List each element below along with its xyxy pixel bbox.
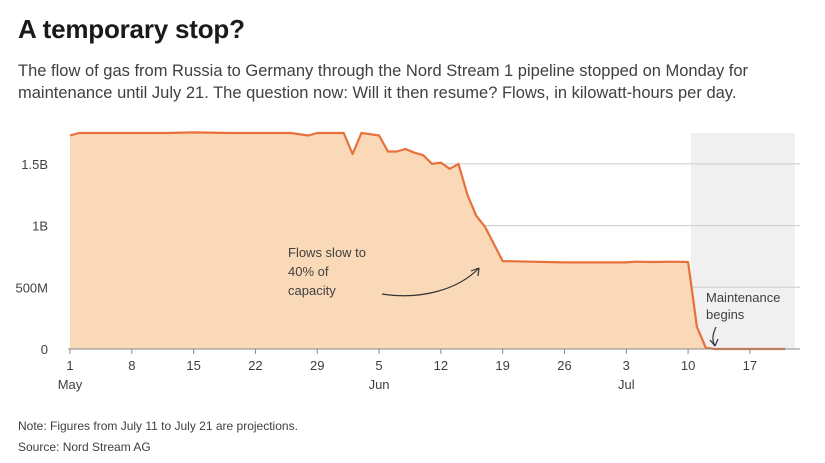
x-tick-label: 15 xyxy=(186,358,200,373)
annotation-maintenance: Maintenance xyxy=(706,290,780,305)
chart-subtitle: The flow of gas from Russia to Germany t… xyxy=(18,62,749,102)
x-tick-label: 29 xyxy=(310,358,324,373)
projection-band xyxy=(690,133,795,349)
series-line xyxy=(69,131,786,351)
annotation-arrowhead xyxy=(709,338,719,347)
annotation-flows-slow: capacity xyxy=(288,283,336,298)
x-tick-label: 3 xyxy=(623,358,630,373)
x-month-label: May xyxy=(58,377,83,392)
x-tick-label: 26 xyxy=(557,358,571,373)
annotation-maintenance: begins xyxy=(706,307,745,322)
annotation-arrow xyxy=(381,267,480,297)
y-tick-label: 1.5B xyxy=(21,157,48,172)
annotation-arrowhead xyxy=(470,267,480,277)
x-tick-label: 22 xyxy=(248,358,262,373)
x-tick-label: 5 xyxy=(375,358,382,373)
source-note: Source: Nord Stream AG xyxy=(18,440,151,454)
x-tick-label: 1 xyxy=(66,358,73,373)
y-tick-label: 1B xyxy=(32,219,48,234)
y-tick-label: 0 xyxy=(41,342,48,357)
x-tick-label: 19 xyxy=(495,358,509,373)
x-tick-label: 8 xyxy=(128,358,135,373)
projection-note: Note: Figures from July 11 to July 21 ar… xyxy=(18,419,298,433)
x-tick-label: 10 xyxy=(681,358,695,373)
y-tick-label: 500M xyxy=(15,280,48,295)
x-month-label: Jun xyxy=(369,377,390,392)
series-area xyxy=(70,132,786,349)
x-month-label: Jul xyxy=(618,377,635,392)
annotation-flows-slow: 40% of xyxy=(288,264,329,279)
annotation-flows-slow: Flows slow to xyxy=(288,245,366,260)
x-tick-label: 12 xyxy=(434,358,448,373)
chart-title: A temporary stop? xyxy=(18,14,245,44)
chart-canvas: 0 500M 1B 1.5B 1 May 8 15 22 29 5 Jun 12 19 26 3 Jul 10 17… xyxy=(15,131,800,392)
x-tick-label: 17 xyxy=(743,358,757,373)
